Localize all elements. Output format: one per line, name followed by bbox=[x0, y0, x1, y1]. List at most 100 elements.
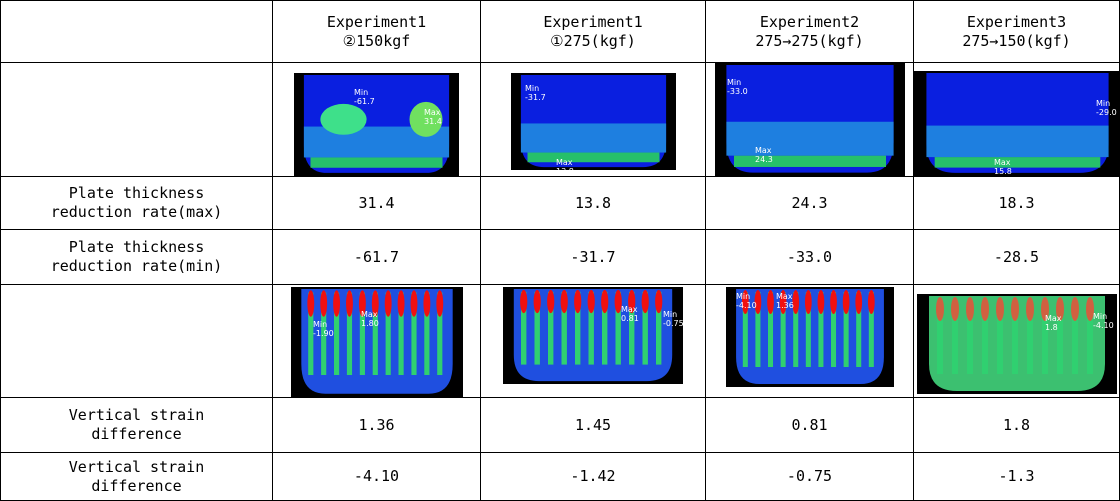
hot-spot bbox=[423, 290, 430, 316]
hot-spot bbox=[601, 290, 608, 313]
hot-spot bbox=[1026, 297, 1034, 321]
hot-spot bbox=[981, 297, 989, 321]
value-cell: -1.3 bbox=[914, 453, 1120, 501]
band bbox=[527, 153, 659, 163]
row-label: Vertical straindifference bbox=[1, 453, 273, 501]
row: Plate thicknessreduction rate(max)31.413… bbox=[1, 177, 1120, 230]
hot-spot bbox=[574, 290, 581, 313]
image-cell: Min-61.7Max31.4 bbox=[273, 63, 481, 177]
simulation-image: Min-61.7Max31.4 bbox=[294, 73, 459, 176]
hot-spot bbox=[842, 290, 849, 314]
label-line: -4.10 bbox=[1093, 321, 1114, 330]
cell-line: difference bbox=[1, 425, 272, 444]
label-line: Max bbox=[361, 310, 378, 319]
label-line: Max bbox=[424, 108, 441, 117]
hot-spot bbox=[655, 290, 662, 313]
value-cell: 1.45 bbox=[481, 398, 706, 453]
hot-spot bbox=[996, 297, 1004, 321]
hot-spot bbox=[767, 290, 774, 314]
simulation-image: Max0.81Min-0.75 bbox=[503, 287, 683, 384]
label-line: Min bbox=[1096, 99, 1110, 108]
image-cell: Min-1.90 Max1.80 bbox=[273, 285, 481, 398]
value-cell: 1.36 bbox=[273, 398, 481, 453]
hot-spot bbox=[384, 290, 391, 316]
label-line: Min bbox=[313, 320, 327, 329]
simulation-image: Min-1.90 Max1.80 bbox=[291, 287, 463, 397]
cell-line: Plate thickness bbox=[1, 238, 272, 257]
image-label: Max13.8 bbox=[556, 158, 574, 170]
header-cell: Experiment1②150kgf bbox=[273, 1, 481, 63]
value-cell: -31.7 bbox=[481, 230, 706, 285]
value-cell: -61.7 bbox=[273, 230, 481, 285]
hot-spot bbox=[855, 290, 862, 314]
label-line: 13.8 bbox=[556, 167, 574, 170]
header-cell: Experiment3275→150(kgf) bbox=[914, 1, 1120, 63]
header-cell bbox=[1, 1, 273, 63]
hot-spot bbox=[642, 290, 649, 313]
label-line: 1.80 bbox=[361, 319, 379, 328]
label-line: Max bbox=[1045, 314, 1062, 323]
hot-spot bbox=[547, 290, 554, 313]
hot-spot bbox=[817, 290, 824, 314]
label-line: Min bbox=[736, 292, 750, 301]
row-label: Plate thicknessreduction rate(max) bbox=[1, 177, 273, 230]
label-line: -4.10 bbox=[736, 301, 757, 310]
cell-line: Vertical strain bbox=[1, 458, 272, 477]
header-row: Experiment1②150kgfExperiment1①275(kgf) Ex… bbox=[1, 1, 1120, 63]
value-cell: 31.4 bbox=[273, 177, 481, 230]
row: Vertical straindifference-4.10-1.42-0.75… bbox=[1, 453, 1120, 501]
label-line: -1.90 bbox=[313, 329, 334, 338]
band bbox=[520, 123, 665, 152]
band bbox=[726, 122, 893, 156]
page: Experiment1②150kgfExperiment1①275(kgf) Ex… bbox=[0, 0, 1120, 498]
label-line: Min bbox=[1093, 312, 1107, 321]
value-cell: -4.10 bbox=[273, 453, 481, 501]
label-line: Max bbox=[776, 292, 793, 301]
hot-spot bbox=[830, 290, 837, 314]
label-line: Min bbox=[525, 84, 539, 93]
hot-spot bbox=[307, 290, 314, 316]
hot-spot bbox=[534, 290, 541, 313]
simulation-image: Min-31.7Max13.8 bbox=[511, 73, 676, 170]
label-line: Min bbox=[663, 310, 677, 319]
label-line: Max bbox=[755, 146, 772, 155]
strain-image-row: Min-1.90Max1.80Max0.81Min-0.75Min-4.10Ma… bbox=[1, 285, 1120, 398]
value-cell: -33.0 bbox=[706, 230, 914, 285]
results-table: Experiment1②150kgfExperiment1①275(kgf) Ex… bbox=[0, 0, 1120, 501]
label-line: Min bbox=[354, 88, 368, 97]
label-line: Max bbox=[994, 158, 1011, 167]
label-line: -29.0 bbox=[1096, 108, 1117, 117]
band bbox=[935, 157, 1101, 168]
label-line: 1.36 bbox=[776, 301, 794, 310]
label-line: Min bbox=[727, 78, 741, 87]
hot-spot bbox=[1071, 297, 1079, 321]
value-cell: 0.81 bbox=[706, 398, 914, 453]
row-label: Vertical straindifference bbox=[1, 398, 273, 453]
simulation-image: Min-4.10 Max1.36 bbox=[726, 287, 894, 387]
cell-line: 275→275(kgf) bbox=[706, 32, 913, 51]
value-cell: -1.42 bbox=[481, 453, 706, 501]
band bbox=[311, 157, 443, 167]
cell-line: ①275(kgf) bbox=[481, 32, 705, 51]
cell-line: reduction rate(max) bbox=[1, 203, 272, 222]
label-line: 15.8 bbox=[994, 167, 1012, 176]
hot-spot bbox=[951, 297, 959, 321]
hot-spot bbox=[1011, 297, 1019, 321]
empty-cell bbox=[1, 63, 273, 177]
hot-spot bbox=[966, 297, 974, 321]
cell-line: difference bbox=[1, 477, 272, 496]
image-cell: Min-4.10 Max1.36 bbox=[706, 285, 914, 398]
simulation-image: Max1.8Min-4.10 bbox=[917, 294, 1117, 394]
hot-spot bbox=[867, 290, 874, 314]
cell-line: Experiment1 bbox=[481, 13, 705, 32]
hot-spot bbox=[588, 290, 595, 313]
value-cell: -28.5 bbox=[914, 230, 1120, 285]
